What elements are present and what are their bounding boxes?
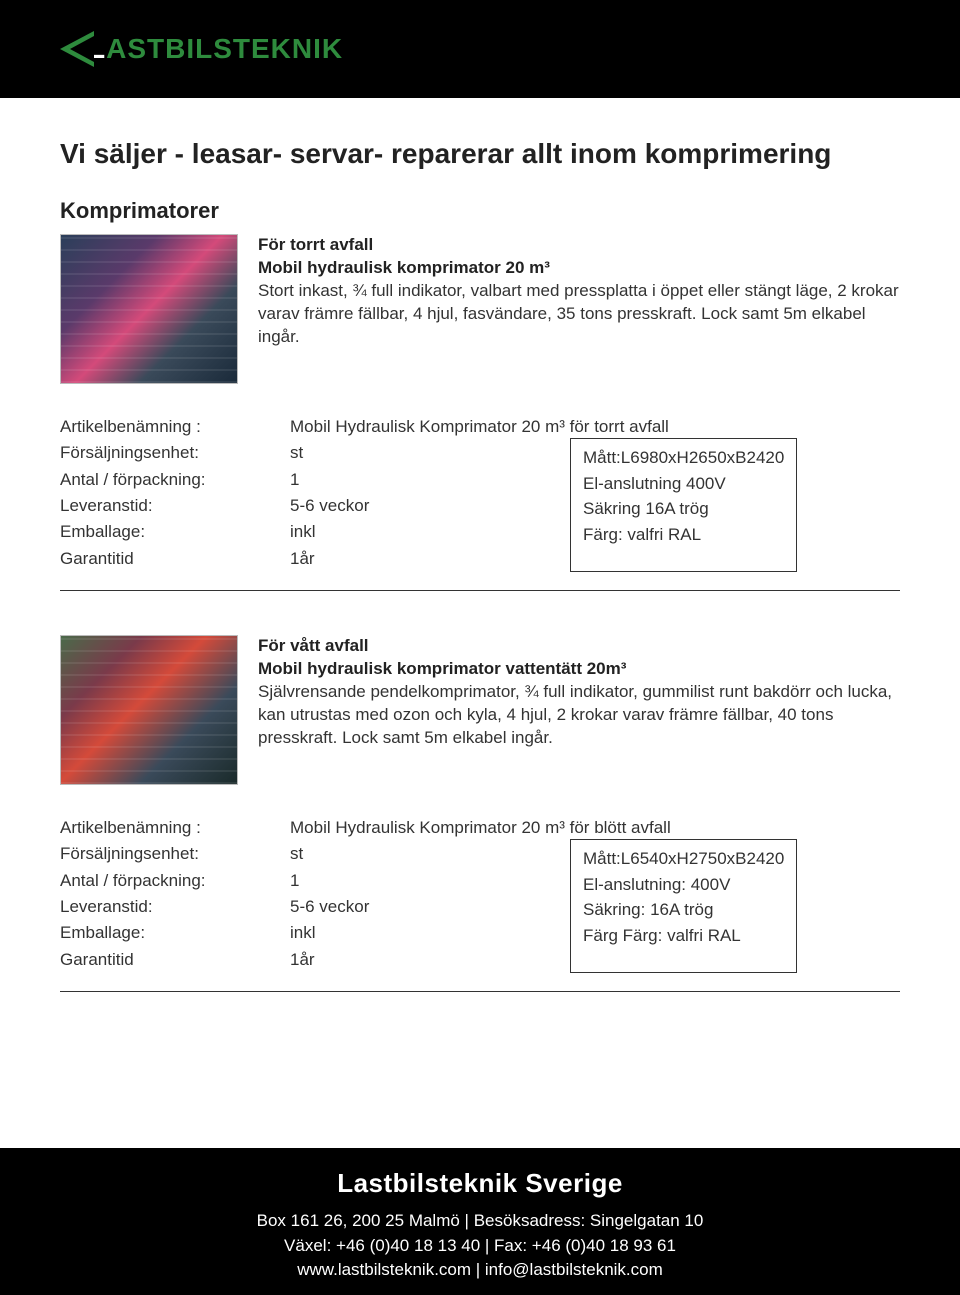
product-1-description: Stort inkast, ¾ full indikator, valbart … bbox=[258, 280, 900, 349]
product-2-description: Självrensande pendelkomprimator, ¾ full … bbox=[258, 681, 900, 750]
footer-line-1: Box 161 26, 200 25 Malmö | Besöksadress:… bbox=[0, 1209, 960, 1234]
box-line: Säkring: 16A trög bbox=[583, 897, 784, 923]
product-2-specs: Artikelbenämning : Försäljningsenhet: An… bbox=[60, 815, 900, 973]
spec-value: 1 bbox=[290, 467, 530, 493]
section-title: Komprimatorer bbox=[60, 198, 900, 224]
spec-label: Garantitid bbox=[60, 546, 250, 572]
product-2-box: Mått:L6540xH2750xB2420 El-anslutning: 40… bbox=[570, 839, 797, 973]
logo-arrow-icon bbox=[60, 31, 94, 67]
spec-value: 1år bbox=[290, 546, 530, 572]
brand-logo: LASTBILSTEKNIK bbox=[60, 31, 343, 67]
page-content: Vi säljer - leasar- servar- reparerar al… bbox=[0, 98, 960, 992]
spec-label: Emballage: bbox=[60, 519, 250, 545]
footer: Lastbilsteknik Sverige Box 161 26, 200 2… bbox=[0, 1148, 960, 1295]
product-2-image bbox=[60, 635, 238, 785]
spec-value: inkl bbox=[290, 519, 530, 545]
spec-values: Mobil Hydraulisk Komprimator 20 m³ för b… bbox=[290, 815, 530, 973]
product-2-line1: För vått avfall bbox=[258, 635, 900, 658]
spec-label: Leveranstid: bbox=[60, 894, 250, 920]
spec-value: inkl bbox=[290, 920, 530, 946]
spec-value: Mobil Hydraulisk Komprimator 20 m³ för t… bbox=[290, 414, 530, 440]
box-line: Mått:L6540xH2750xB2420 bbox=[583, 846, 784, 872]
spec-value: st bbox=[290, 841, 530, 867]
product-1-specs: Artikelbenämning : Försäljningsenhet: An… bbox=[60, 414, 900, 572]
product-1-box: Mått:L6980xH2650xB2420 El-anslutning 400… bbox=[570, 438, 797, 572]
footer-title: Lastbilsteknik Sverige bbox=[0, 1168, 960, 1199]
spec-labels: Artikelbenämning : Försäljningsenhet: An… bbox=[60, 414, 250, 572]
page-title: Vi säljer - leasar- servar- reparerar al… bbox=[60, 138, 900, 170]
box-line: Färg: valfri RAL bbox=[583, 522, 784, 548]
divider bbox=[60, 991, 900, 992]
product-1-line2: Mobil hydraulisk komprimator 20 m³ bbox=[258, 257, 900, 280]
spec-value: 1år bbox=[290, 947, 530, 973]
logo-text: LASTBILSTEKNIK bbox=[88, 33, 343, 65]
product-2-header: För vått avfall Mobil hydraulisk komprim… bbox=[60, 635, 900, 785]
product-2-text: För vått avfall Mobil hydraulisk komprim… bbox=[258, 635, 900, 785]
spec-label: Emballage: bbox=[60, 920, 250, 946]
spec-values: Mobil Hydraulisk Komprimator 20 m³ för t… bbox=[290, 414, 530, 572]
spec-labels: Artikelbenämning : Försäljningsenhet: An… bbox=[60, 815, 250, 973]
footer-line-2: Växel: +46 (0)40 18 13 40 | Fax: +46 (0)… bbox=[0, 1234, 960, 1259]
box-line: El-anslutning: 400V bbox=[583, 872, 784, 898]
logo-rest: ASTBILSTEKNIK bbox=[106, 33, 343, 64]
divider bbox=[60, 590, 900, 591]
spec-label: Artikelbenämning : bbox=[60, 414, 250, 440]
footer-line-3: www.lastbilsteknik.com | info@lastbilste… bbox=[0, 1258, 960, 1283]
box-line: Färg Färg: valfri RAL bbox=[583, 923, 784, 949]
header-bar: LASTBILSTEKNIK bbox=[0, 0, 960, 98]
box-line: Mått:L6980xH2650xB2420 bbox=[583, 445, 784, 471]
spec-label: Antal / förpackning: bbox=[60, 467, 250, 493]
spec-label: Garantitid bbox=[60, 947, 250, 973]
spec-label: Försäljningsenhet: bbox=[60, 440, 250, 466]
box-line: Säkring 16A trög bbox=[583, 496, 784, 522]
spec-value: st bbox=[290, 440, 530, 466]
spec-label: Leveranstid: bbox=[60, 493, 250, 519]
box-line: El-anslutning 400V bbox=[583, 471, 784, 497]
product-1-image bbox=[60, 234, 238, 384]
spec-value: 5-6 veckor bbox=[290, 894, 530, 920]
spec-value: Mobil Hydraulisk Komprimator 20 m³ för b… bbox=[290, 815, 530, 841]
spec-value: 1 bbox=[290, 868, 530, 894]
spec-value: 5-6 veckor bbox=[290, 493, 530, 519]
spec-label: Antal / förpackning: bbox=[60, 868, 250, 894]
spec-label: Försäljningsenhet: bbox=[60, 841, 250, 867]
product-1-line1: För torrt avfall bbox=[258, 234, 900, 257]
product-2-line2: Mobil hydraulisk komprimator vattentätt … bbox=[258, 658, 900, 681]
product-1-header: För torrt avfall Mobil hydraulisk kompri… bbox=[60, 234, 900, 384]
spec-label: Artikelbenämning : bbox=[60, 815, 250, 841]
product-1-text: För torrt avfall Mobil hydraulisk kompri… bbox=[258, 234, 900, 384]
